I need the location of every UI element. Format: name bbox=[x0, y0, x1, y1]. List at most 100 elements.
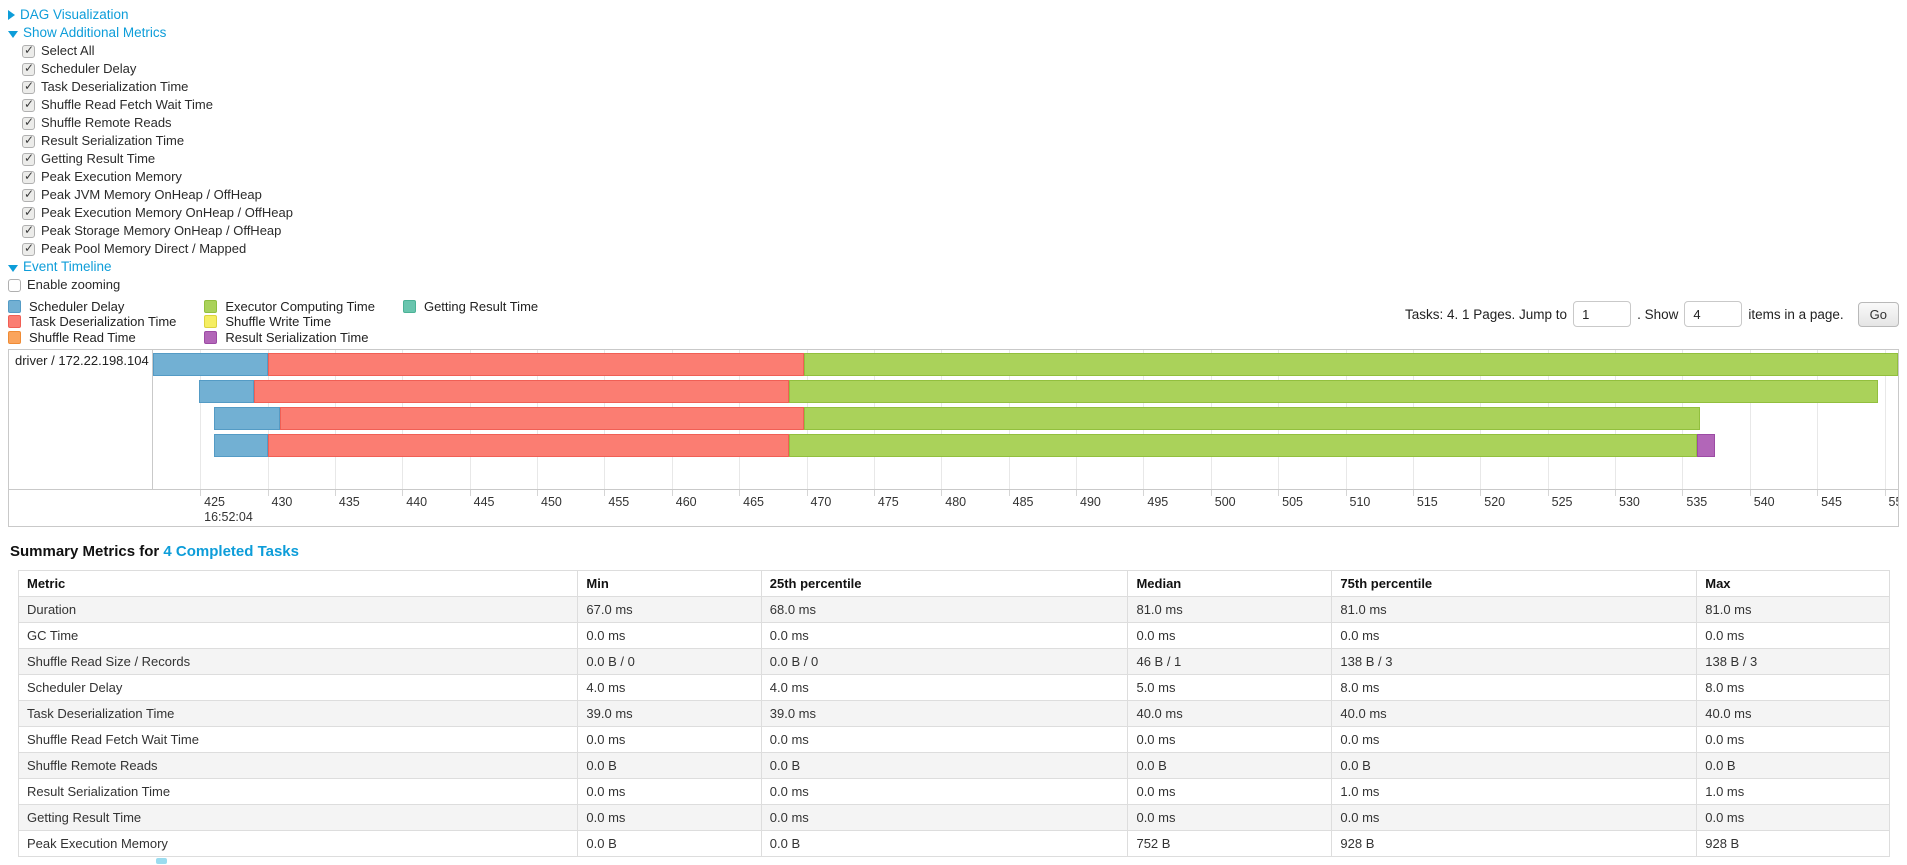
summary-table-cell: 0.0 ms bbox=[760, 804, 1129, 831]
axis-tick-label: 515 bbox=[1416, 495, 1438, 509]
summary-table-row: Peak Execution Memory 0.0 B 0.0 B 752 B 928 … bbox=[17, 830, 1890, 857]
metric-checkbox[interactable] bbox=[22, 151, 35, 166]
task-bar-segment-task_deserialization[interactable] bbox=[254, 380, 789, 403]
summary-table-cell: 0.0 B bbox=[1696, 752, 1890, 779]
legend-item: Result Serialization Time bbox=[204, 330, 375, 345]
summary-table-row: Result Serialization Time 0.0 ms 0.0 ms 0.0… bbox=[17, 778, 1890, 805]
summary-table-cell: 8.0 ms bbox=[1331, 674, 1698, 701]
task-bar-segment-executor_computing[interactable] bbox=[803, 353, 1898, 376]
task-bar-segment-executor_computing[interactable] bbox=[789, 380, 1878, 403]
metric-checkbox[interactable] bbox=[22, 169, 35, 184]
metric-checkbox-row[interactable]: Peak Pool Memory Direct / Mapped bbox=[22, 240, 1899, 258]
axis-tick-label: 465 bbox=[743, 495, 765, 509]
summary-column-header: 25th percentile bbox=[760, 570, 1129, 597]
summary-table-row: Scheduler Delay 4.0 ms 4.0 ms 5.0 ms 8.0 ms 8… bbox=[17, 674, 1890, 701]
metric-checkbox-label: Peak Execution Memory bbox=[41, 169, 182, 184]
summary-table-cell: Getting Result Time bbox=[17, 804, 579, 831]
timeline-legend: Scheduler Delay Task Deserialization Time… bbox=[8, 299, 568, 345]
task-bar-segment-scheduler_delay[interactable] bbox=[213, 434, 268, 457]
metric-checkbox-row[interactable]: Peak Execution Memory OnHeap / OffHeap bbox=[22, 204, 1899, 222]
metric-checkbox-row[interactable]: Peak JVM Memory OnHeap / OffHeap bbox=[22, 186, 1899, 204]
caret-right-icon bbox=[8, 10, 15, 20]
task-bar-segment-scheduler_delay[interactable] bbox=[198, 380, 255, 403]
summary-table-cell: Task Deserialization Time bbox=[17, 700, 579, 727]
summary-header-row: Metric Min 25th percentile Median 75th perce… bbox=[17, 570, 1890, 597]
metric-checkbox[interactable] bbox=[22, 61, 35, 76]
metric-checkbox-row[interactable]: Shuffle Read Fetch Wait Time bbox=[22, 96, 1899, 114]
enable-zooming-row[interactable]: Enable zooming bbox=[8, 276, 1899, 294]
event-timeline-toggle[interactable]: Event Timeline bbox=[8, 258, 1899, 276]
show-label: . Show bbox=[1637, 306, 1679, 322]
metric-checkbox-row[interactable]: Peak Storage Memory OnHeap / OffHeap bbox=[22, 222, 1899, 240]
metric-checkbox-row[interactable]: Getting Result Time bbox=[22, 150, 1899, 168]
show-additional-metrics-toggle[interactable]: Show Additional Metrics bbox=[8, 24, 1899, 42]
summary-metrics-table: Metric Min 25th percentile Median 75th perce… bbox=[17, 570, 1890, 857]
metric-checkbox-label: Peak Execution Memory OnHeap / OffHeap bbox=[41, 205, 293, 220]
metric-checkbox[interactable] bbox=[22, 97, 35, 112]
metric-checkbox[interactable] bbox=[22, 187, 35, 202]
summary-table-cell: 0.0 ms bbox=[577, 622, 762, 649]
axis-tick-label: 460 bbox=[675, 495, 697, 509]
summary-table-cell: Scheduler Delay bbox=[17, 674, 579, 701]
metric-checkbox-row[interactable]: Scheduler Delay bbox=[22, 60, 1899, 78]
metric-checkbox[interactable] bbox=[22, 115, 35, 130]
summary-table-cell: 0.0 ms bbox=[1127, 778, 1333, 805]
axis-start-time-label: 16:52:04 bbox=[204, 510, 253, 524]
clipped-content-fragment bbox=[156, 858, 167, 864]
metric-checkbox-row[interactable]: Select All bbox=[22, 42, 1899, 60]
timeline-gridline bbox=[1817, 350, 1819, 489]
axis-tick bbox=[1210, 490, 1212, 496]
enable-zooming-checkbox[interactable] bbox=[8, 278, 21, 292]
metric-checkbox[interactable] bbox=[22, 43, 35, 58]
summary-table-cell: 81.0 ms bbox=[1127, 596, 1333, 623]
metric-checkbox-label: Select All bbox=[41, 43, 95, 58]
items-per-page-label: items in a page. bbox=[1748, 306, 1844, 322]
summary-table-cell: 0.0 ms bbox=[760, 622, 1129, 649]
completed-tasks-link[interactable]: 4 Completed Tasks bbox=[163, 543, 299, 560]
summary-table-cell: 0.0 ms bbox=[1331, 804, 1698, 831]
metric-checkbox[interactable] bbox=[22, 133, 35, 148]
summary-table-cell: 4.0 ms bbox=[577, 674, 762, 701]
metric-checkbox-row[interactable]: Shuffle Remote Reads bbox=[22, 114, 1899, 132]
metric-checkbox[interactable] bbox=[22, 79, 35, 94]
summary-table-cell: 0.0 ms bbox=[1696, 622, 1890, 649]
jump-to-page-input[interactable] bbox=[1573, 301, 1632, 327]
metric-checkbox-row[interactable]: Task Deserialization Time bbox=[22, 78, 1899, 96]
axis-tick bbox=[1076, 490, 1078, 496]
summary-table-cell: 138 B / 3 bbox=[1331, 648, 1698, 675]
axis-tick-label: 455 bbox=[608, 495, 630, 509]
summary-table-cell: 0.0 ms bbox=[577, 804, 762, 831]
getting_result-legend-swatch bbox=[402, 300, 416, 314]
axis-tick bbox=[1547, 490, 1549, 496]
result_serialization-legend-swatch bbox=[204, 330, 218, 344]
task-bar-segment-scheduler_delay[interactable] bbox=[213, 407, 280, 430]
summary-table-cell: 928 B bbox=[1331, 830, 1698, 857]
summary-table-cell: Shuffle Read Size / Records bbox=[17, 648, 579, 675]
summary-table-cell: 0.0 ms bbox=[1696, 804, 1890, 831]
metric-checkbox[interactable] bbox=[22, 241, 35, 256]
task-bar-segment-task_deserialization[interactable] bbox=[267, 434, 789, 457]
task_deserialization-legend-swatch bbox=[8, 315, 21, 329]
metric-checkbox-label: Shuffle Read Fetch Wait Time bbox=[41, 97, 213, 112]
task-bar-segment-task_deserialization[interactable] bbox=[279, 407, 804, 430]
metric-checkbox-row[interactable]: Peak Execution Memory bbox=[22, 168, 1899, 186]
task-bar-segment-result_serialization[interactable] bbox=[1697, 434, 1715, 457]
timeline-plot bbox=[153, 350, 1898, 489]
task-bar-segment-task_deserialization[interactable] bbox=[267, 353, 804, 376]
summary-table-cell: 0.0 B / 0 bbox=[577, 648, 762, 675]
metric-checkbox[interactable] bbox=[22, 223, 35, 238]
page-size-input[interactable] bbox=[1684, 301, 1743, 327]
axis-tick-label: 510 bbox=[1349, 495, 1371, 509]
task-pagination: Tasks: 4. 1 Pages. Jump to . Show items … bbox=[1399, 301, 1899, 327]
task-bar-segment-executor_computing[interactable] bbox=[803, 407, 1700, 430]
go-button[interactable]: Go bbox=[1857, 301, 1899, 327]
axis-tick bbox=[537, 490, 539, 496]
task-bar-segment-executor_computing[interactable] bbox=[789, 434, 1698, 457]
metric-checkbox[interactable] bbox=[22, 205, 35, 220]
metric-checkbox-row[interactable]: Result Serialization Time bbox=[22, 132, 1899, 150]
axis-tick-label: 545 bbox=[1821, 495, 1842, 509]
task-bar-segment-scheduler_delay[interactable] bbox=[153, 353, 268, 376]
legend-label: Result Serialization Time bbox=[225, 329, 369, 345]
dag-visualization-toggle[interactable]: DAG Visualization bbox=[8, 6, 1899, 24]
axis-tick-label: 535 bbox=[1686, 495, 1708, 509]
